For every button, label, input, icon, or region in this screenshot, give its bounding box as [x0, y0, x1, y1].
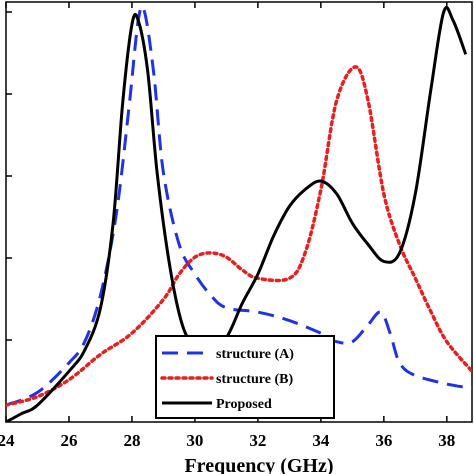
legend-label: Proposed: [216, 397, 272, 412]
x-tick-label: 34: [312, 431, 330, 450]
x-tick-label: 36: [375, 431, 392, 450]
plot-frame: [5, 1, 473, 423]
legend-label: structure (B): [216, 372, 293, 387]
x-tick-label: 30: [186, 431, 203, 450]
x-tick-label: 32: [249, 431, 266, 450]
x-tick-labels: 24 26 28 30 32 34 36 38: [0, 431, 455, 450]
series-line-structure-b: [6, 65, 472, 407]
x-tick-label: 24: [0, 431, 15, 450]
x-tick-label: 28: [123, 431, 140, 450]
x-tick-label: 26: [60, 431, 77, 450]
legend: structure (A) structure (B) Proposed: [155, 335, 335, 419]
x-axis-label: Frequency (GHz): [184, 455, 333, 474]
legend-label: structure (A): [216, 347, 294, 362]
x-tick-label: 38: [438, 431, 455, 450]
